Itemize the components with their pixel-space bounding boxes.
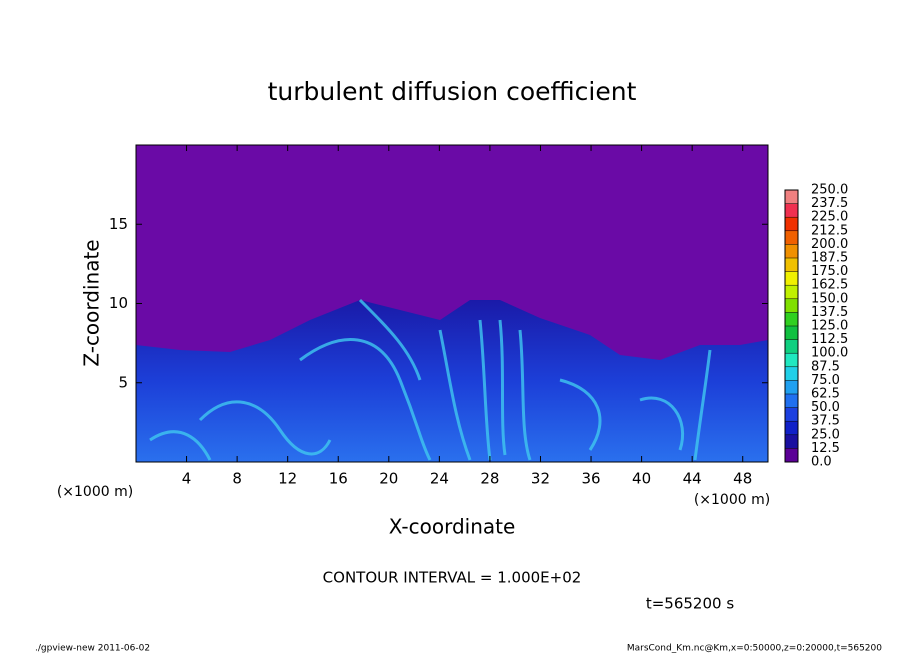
colorbar-label: 25.0 [811, 427, 840, 442]
colorbar-bin [785, 298, 798, 313]
x-tick-label: 16 [329, 470, 348, 488]
colorbar-bin [785, 203, 798, 218]
colorbar-bin [785, 421, 798, 435]
y-tick-label: 5 [118, 373, 128, 391]
colorbar-bin [785, 244, 798, 258]
x-unit-right: (×1000 m) [694, 492, 770, 508]
x-tick-label: 36 [581, 470, 600, 488]
colorbar-bin [785, 258, 798, 272]
turbulent-region [136, 300, 768, 462]
colorbar-label: 87.5 [811, 359, 840, 374]
x-unit-left: (×1000 m) [57, 484, 133, 500]
colorbar-label: 225.0 [811, 210, 848, 225]
field [136, 298, 768, 462]
contour-interval: CONTOUR INTERVAL = 1.000E+02 [323, 569, 582, 587]
colorbar-bin [785, 271, 798, 286]
colorbar-label: 75.0 [811, 373, 840, 388]
colorbar-bin [785, 407, 798, 422]
x-tick-label: 20 [379, 470, 398, 488]
x-tick-label: 32 [531, 470, 550, 488]
colorbar-label: 150.0 [811, 291, 848, 306]
colorbar-label: 0.0 [811, 455, 832, 470]
colorbar-bin [785, 190, 798, 204]
colorbar-bin [785, 230, 798, 245]
colorbar-bin [785, 217, 798, 231]
colorbar-bin [785, 312, 798, 326]
colorbar-label: 100.0 [811, 346, 848, 361]
colorbar-label: 187.5 [811, 251, 848, 266]
colorbar-label: 137.5 [811, 305, 848, 320]
colorbar-bin [785, 394, 798, 408]
x-tick-label: 24 [430, 470, 449, 488]
x-tick-label: 4 [182, 470, 192, 488]
x-tick-label: 40 [632, 470, 651, 488]
colorbar-label: 250.0 [811, 183, 848, 198]
colorbar-bin [785, 339, 798, 354]
footer-left: ./gpview-new 2011-06-02 [35, 644, 150, 654]
footer-right: MarsCond_Km.nc@Km,x=0:50000,z=0:20000,t=… [627, 644, 882, 654]
x-axis-label: X-coordinate [389, 515, 516, 539]
colorbar-bin [785, 285, 798, 299]
colorbar-label: 212.5 [811, 223, 848, 238]
colorbar-bin [785, 434, 798, 449]
colorbar-label: 50.0 [811, 400, 840, 415]
x-tick-label: 44 [683, 470, 702, 488]
x-tick-label: 48 [733, 470, 752, 488]
colorbar-bin [785, 366, 798, 381]
y-tick-label: 15 [109, 215, 128, 233]
colorbar-bin [785, 326, 798, 340]
colorbar-label: 162.5 [811, 278, 848, 293]
colorbar-label: 112.5 [811, 332, 848, 347]
y-tick-label: 10 [109, 294, 128, 312]
x-tick-label: 12 [278, 470, 297, 488]
colorbar-label: 200.0 [811, 237, 848, 252]
y-axis-label: Z-coordinate [80, 239, 104, 366]
x-tick-label: 28 [480, 470, 499, 488]
colorbar-label: 125.0 [811, 319, 848, 334]
streaks [149, 298, 712, 461]
colorbar-bin [785, 380, 798, 394]
time-label: t=565200 s [646, 595, 734, 613]
colorbar-bin [785, 353, 798, 367]
chart-title: turbulent diffusion coefficient [268, 77, 637, 106]
colorbar-label: 237.5 [811, 196, 848, 211]
colorbar-label: 175.0 [811, 264, 848, 279]
x-tick-label: 8 [232, 470, 242, 488]
colorbar-label: 12.5 [811, 441, 840, 456]
colorbar-label: 62.5 [811, 387, 840, 402]
colorbar-label: 37.5 [811, 414, 840, 429]
colorbar-bin [785, 448, 798, 462]
